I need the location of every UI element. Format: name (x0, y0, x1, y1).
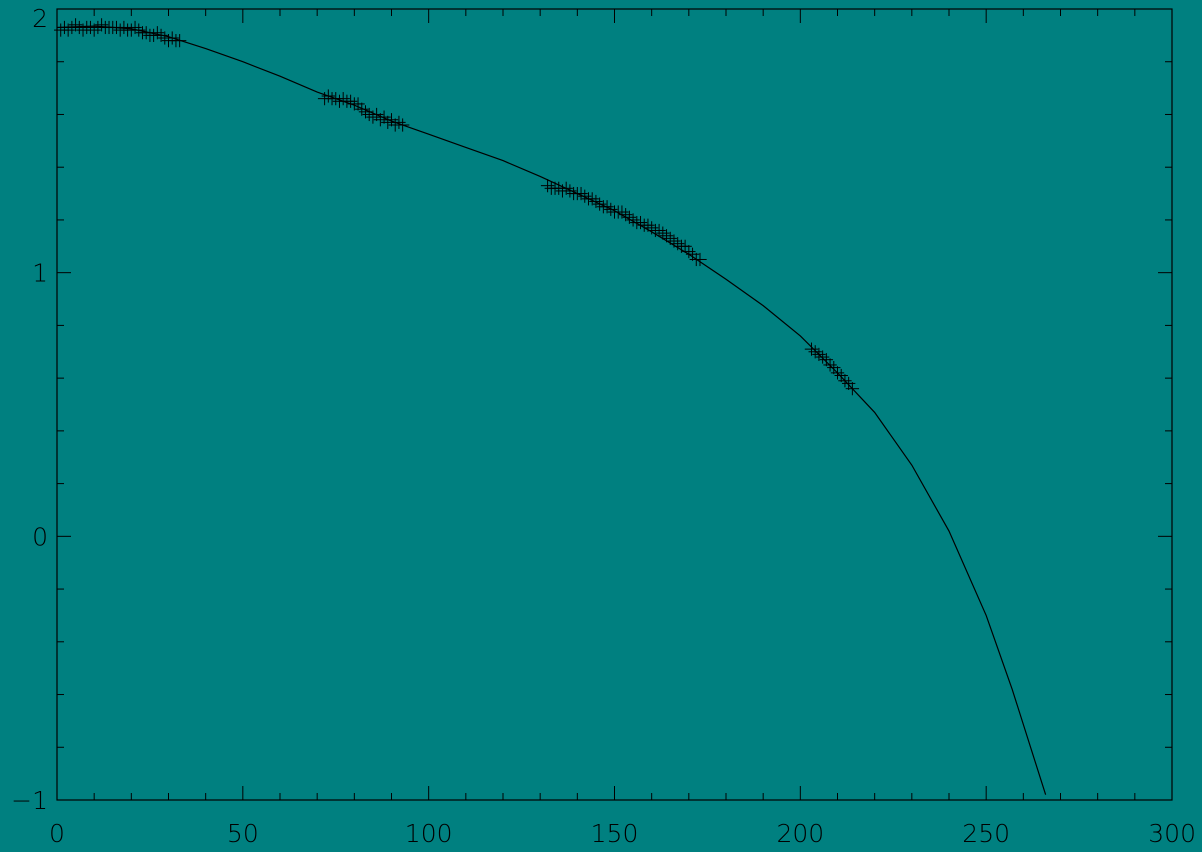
x-tick-label: 250 (962, 819, 1010, 847)
data-point (150, 26, 165, 40)
data-point (87, 23, 101, 37)
data-point (592, 197, 607, 211)
data-point (351, 97, 365, 111)
data-point (384, 113, 399, 127)
data-point (321, 89, 336, 103)
data-point (652, 223, 666, 238)
data-point (823, 358, 837, 372)
data-point (585, 192, 599, 206)
data-point (369, 107, 384, 122)
data-point (644, 221, 659, 235)
x-tick-label: 200 (776, 819, 824, 847)
y-tick-label: 0 (32, 522, 48, 551)
data-point (154, 28, 168, 42)
y-tick-label: 1 (32, 259, 48, 288)
data-point (815, 350, 830, 364)
data-point (622, 210, 637, 224)
data-point (574, 186, 588, 201)
data-point (659, 229, 674, 243)
data-point (633, 215, 648, 230)
data-point (656, 226, 670, 240)
data-point (563, 184, 577, 198)
data-point (395, 118, 410, 132)
x-tick-label: 300 (1148, 819, 1196, 847)
data-point (68, 18, 83, 32)
data-points-layer (54, 18, 860, 396)
ticks-layer (56, 8, 1173, 801)
x-tick-label: 0 (49, 819, 65, 847)
data-point (827, 360, 841, 375)
data-point (819, 353, 834, 367)
y-tick-label: −1 (11, 786, 48, 815)
data-point (578, 189, 592, 203)
data-point (678, 239, 692, 253)
data-point (830, 366, 845, 380)
data-point (94, 18, 109, 32)
data-point (845, 382, 860, 396)
data-point (392, 115, 406, 129)
data-point (381, 115, 395, 129)
data-point (343, 94, 358, 108)
data-point (600, 200, 614, 214)
data-point (812, 347, 826, 361)
data-point (377, 110, 391, 124)
data-point (670, 237, 685, 251)
data-point (589, 194, 603, 209)
data-point (667, 234, 681, 248)
data-point (132, 23, 146, 37)
data-point (663, 231, 677, 245)
x-tick-label: 150 (591, 819, 639, 847)
data-point (358, 105, 373, 119)
data-point (808, 345, 822, 359)
data-point (615, 205, 629, 219)
x-tick-label: 50 (227, 819, 259, 847)
data-point (641, 218, 655, 232)
data-point (841, 376, 856, 390)
data-point (685, 247, 700, 261)
data-point (834, 368, 848, 383)
data-point (626, 213, 640, 227)
y-tick-label: 2 (32, 4, 48, 33)
data-point (128, 20, 142, 35)
data-point (618, 208, 633, 222)
data-point (838, 374, 852, 388)
data-point (355, 102, 369, 116)
data-point (693, 252, 707, 267)
data-point (165, 31, 179, 45)
data-point (172, 34, 187, 48)
data-point (682, 244, 696, 259)
x-tick-label: 100 (405, 819, 453, 847)
data-point (540, 179, 555, 193)
data-point (604, 202, 618, 216)
data-point (559, 181, 573, 195)
data-point (366, 110, 380, 124)
data-point (804, 342, 819, 356)
data-point (336, 92, 350, 106)
data-point (61, 23, 75, 37)
